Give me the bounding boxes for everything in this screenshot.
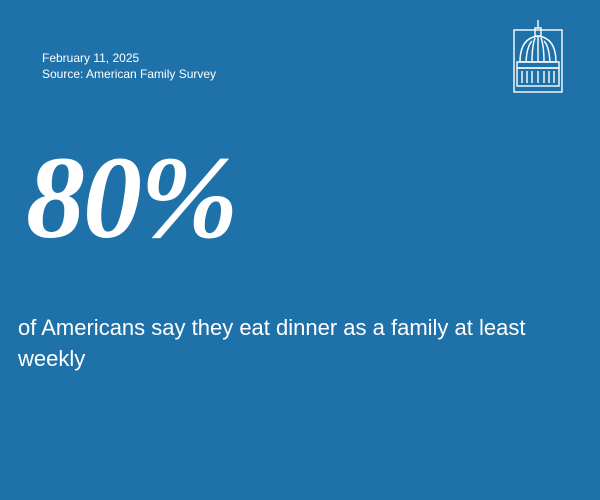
stat-value: 80%: [26, 132, 238, 263]
source: Source: American Family Survey: [42, 67, 217, 81]
date: February 11, 2025: [42, 51, 140, 65]
logo-base: [516, 67, 560, 87]
logo-ribs: [525, 37, 551, 63]
logo-dome: [519, 35, 557, 63]
logo-lantern: [534, 27, 542, 37]
logo-frame: [513, 29, 563, 93]
logo-drum: [516, 61, 560, 69]
logo-columns: [521, 71, 555, 83]
logo: [513, 20, 563, 93]
stat-description: of Americans say they eat dinner as a fa…: [18, 315, 526, 371]
